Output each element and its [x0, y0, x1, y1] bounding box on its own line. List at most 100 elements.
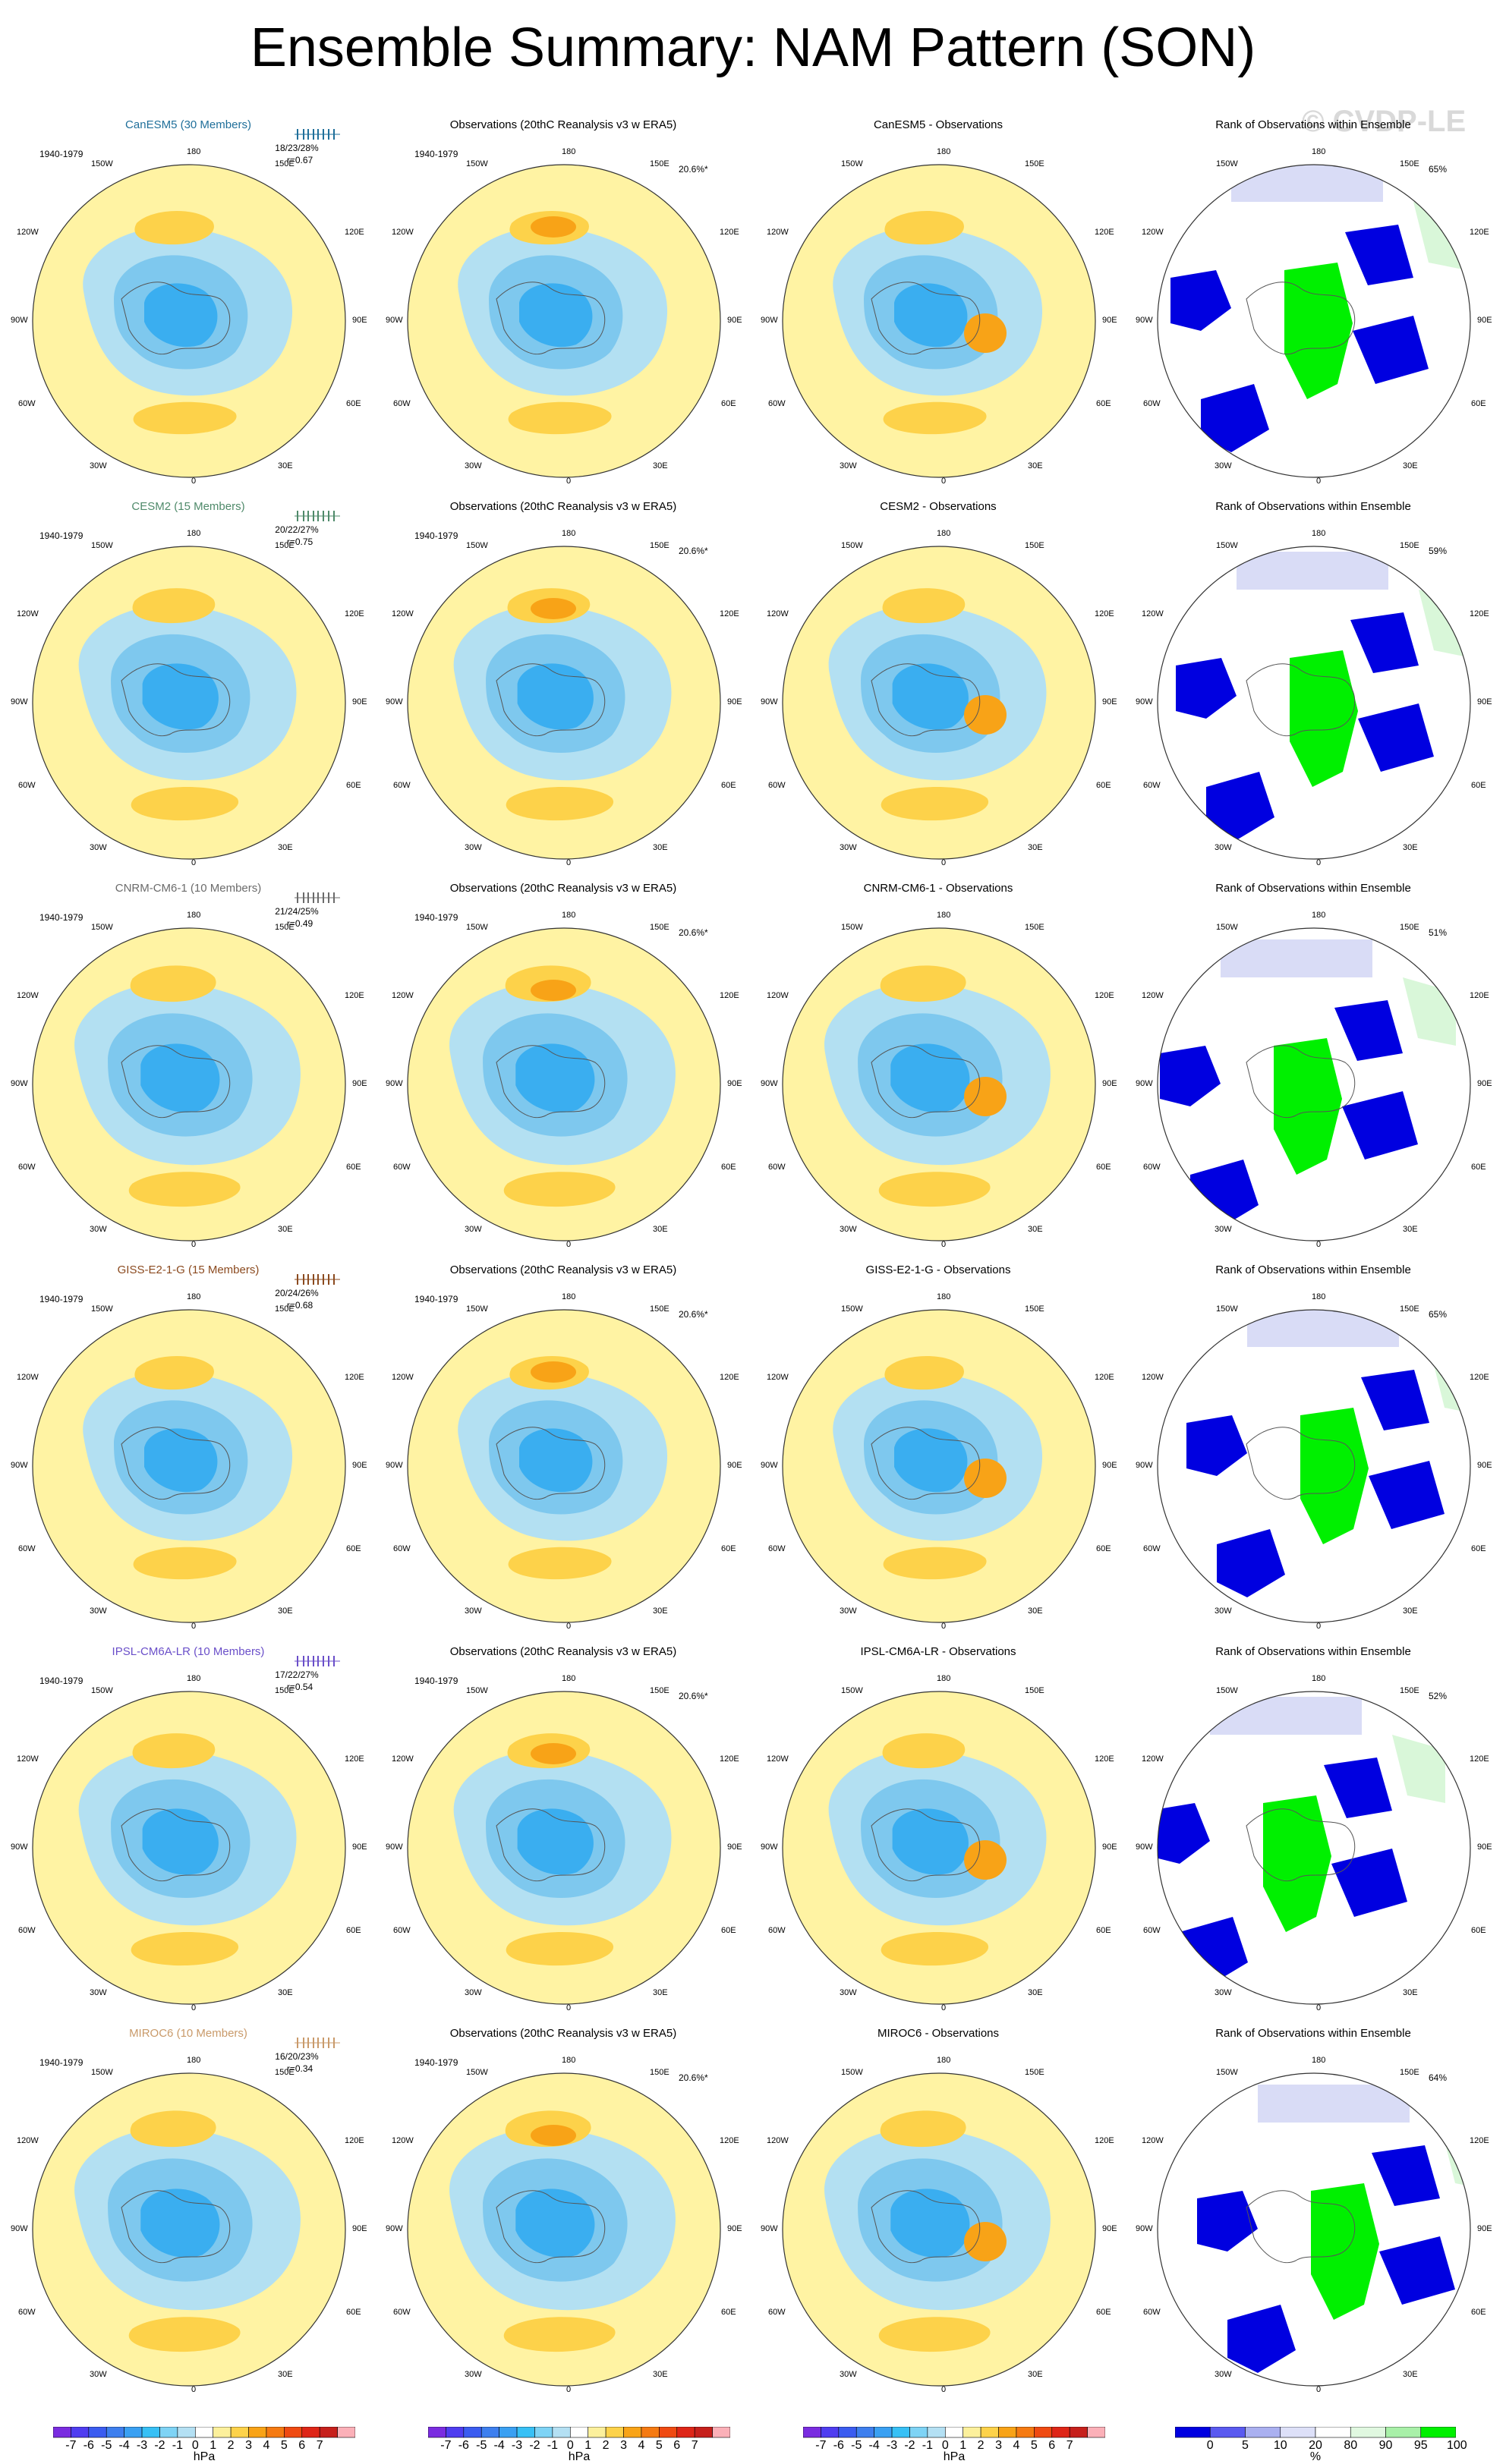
colorbar-tick-label: -1	[547, 2439, 558, 2452]
polar-map-obs	[407, 546, 721, 860]
lon-lbl-60e: 60E	[1471, 399, 1486, 408]
lon-lbl-60w: 60W	[18, 1544, 36, 1553]
diff-orange-core	[964, 695, 1007, 735]
polar-map-model	[32, 164, 346, 478]
colorbar-tick-label: 0	[566, 2439, 574, 2452]
lon-lbl-150e: 150E	[1400, 1686, 1419, 1695]
lon-lbl-60e: 60E	[346, 1163, 361, 1172]
ll-blue3-core	[515, 1043, 595, 1112]
land-outline	[1246, 1808, 1356, 1882]
panel-model-row1: CanESM5 (30 Members) 1940-1979 18/23/28% r=…	[0, 97, 376, 486]
map-border	[1157, 1309, 1471, 1623]
ll-orange-atlantic	[508, 1547, 612, 1580]
rank-lavender-north	[1247, 1310, 1399, 1347]
lon-lbl-90e: 90E	[727, 2224, 742, 2233]
panel-title: GISS-E2-1-G - Observations	[865, 1263, 1011, 1276]
lon-lbl-180: 180	[562, 911, 576, 920]
lon-lbl-90w: 90W	[1136, 697, 1153, 706]
polar-map-obs	[407, 1691, 721, 2005]
lon-lbl-150w: 150W	[1216, 159, 1238, 168]
lon-lbl-120e: 120E	[345, 228, 364, 237]
rank-blue-east	[1369, 1461, 1445, 1529]
lon-lbl-90w: 90W	[386, 2224, 403, 2233]
lon-lbl-90e: 90E	[1102, 697, 1117, 706]
lon-lbl-120w: 120W	[1142, 228, 1164, 237]
lon-lbl-30w: 30W	[465, 1225, 482, 1234]
colorbar-tick-label: 0	[1206, 2439, 1214, 2452]
panel-title: Rank of Observations within Ensemble	[1215, 2027, 1411, 2040]
lon-lbl-30e: 30E	[1403, 461, 1418, 470]
land-outline	[1246, 1427, 1356, 1500]
rank-blue-east	[1379, 2236, 1455, 2305]
colorbar-swatch	[141, 2427, 160, 2438]
lon-lbl-0: 0	[191, 1622, 197, 1631]
lon-lbl-30e: 30E	[653, 1225, 668, 1234]
colorbar-tick-label: 7	[316, 2439, 323, 2452]
ll-orange-atlantic	[506, 1932, 614, 1966]
map-border	[1157, 2072, 1471, 2387]
panel-title: MIROC6 - Observations	[877, 2027, 1000, 2040]
colorbar-swatch	[998, 2427, 1017, 2438]
ll-blue3-core	[517, 663, 594, 730]
colorbar-tick-label: -2	[154, 2439, 165, 2452]
period-label: 1940-1979	[414, 1294, 458, 1304]
lon-lbl-120e: 120E	[1095, 1754, 1114, 1764]
lon-lbl-60w: 60W	[393, 1926, 411, 1935]
rank-pct: 64%	[1429, 2072, 1448, 2083]
pattern-correlation: r=0.75	[286, 537, 313, 547]
lon-lbl-120w: 120W	[392, 1754, 414, 1764]
rank-blue-southwest	[1206, 772, 1274, 840]
lon-lbl-60e: 60E	[1096, 2308, 1111, 2317]
diff-orange-core	[964, 1077, 1007, 1116]
polar-map-obs	[407, 927, 721, 1241]
polar-map-obs	[407, 2072, 721, 2387]
colorbar-tick-label: 6	[298, 2439, 306, 2452]
lon-lbl-60w: 60W	[768, 2308, 786, 2317]
obs-orange-core	[531, 1743, 576, 1764]
lon-lbl-180: 180	[1312, 1292, 1326, 1301]
lon-lbl-180: 180	[562, 2056, 576, 2065]
lon-lbl-30e: 30E	[1403, 1225, 1418, 1234]
member-spread-ticks	[293, 1273, 342, 1286]
ll-orange-atlantic	[503, 1172, 616, 1207]
lon-lbl-120w: 120W	[17, 1373, 39, 1382]
spread-stats: 16/20/23%	[275, 2051, 319, 2062]
colorbar-tick-label: -5	[101, 2439, 112, 2452]
member-spread-ticks	[293, 2036, 342, 2050]
lon-lbl-30e: 30E	[1403, 843, 1418, 852]
pattern-correlation: r=0.54	[286, 1682, 313, 1692]
colorbar-tick-label: -3	[136, 2439, 148, 2452]
colorbar-tick-label: -3	[511, 2439, 523, 2452]
lon-lbl-120e: 120E	[1095, 609, 1114, 618]
panel-rank-row3: Rank of Observations within Ensemble 51% 1…	[1125, 861, 1501, 1249]
lon-lbl-180: 180	[187, 1674, 201, 1683]
polar-map-model	[32, 1309, 346, 1623]
period-label: 1940-1979	[39, 530, 83, 541]
colorbar-tick-label: -1	[922, 2439, 933, 2452]
colorbar-model	[53, 2427, 355, 2438]
colorbar-tick-label: 3	[245, 2439, 252, 2452]
lon-lbl-30w: 30W	[840, 1225, 857, 1234]
lon-lbl-90e: 90E	[1102, 1079, 1117, 1088]
lon-lbl-0: 0	[941, 1240, 947, 1249]
lon-lbl-60e: 60E	[346, 1544, 361, 1553]
obs-variance-pct: 20.6%*	[679, 1309, 708, 1320]
ll-blue3-core	[890, 2189, 970, 2258]
colorbar-swatch	[88, 2427, 107, 2438]
polar-map-model	[32, 546, 346, 860]
lon-lbl-180: 180	[1312, 147, 1326, 156]
lon-lbl-120e: 120E	[1095, 1373, 1114, 1382]
lon-lbl-90e: 90E	[1477, 2224, 1492, 2233]
lon-lbl-60w: 60W	[18, 2308, 36, 2317]
lon-lbl-150e: 150E	[275, 1686, 295, 1695]
rank-pct: 52%	[1429, 1691, 1448, 1701]
rank-green-central	[1263, 1795, 1331, 1932]
rank-blue-northeast	[1361, 1370, 1429, 1430]
polar-map-model	[32, 927, 346, 1241]
lon-lbl-30e: 30E	[278, 461, 293, 470]
colorbar-tick-label: -4	[868, 2439, 880, 2452]
lon-lbl-180: 180	[187, 2056, 201, 2065]
map-border	[407, 2072, 721, 2387]
polar-map-rank	[1157, 546, 1471, 860]
lon-lbl-60e: 60E	[1096, 781, 1111, 790]
